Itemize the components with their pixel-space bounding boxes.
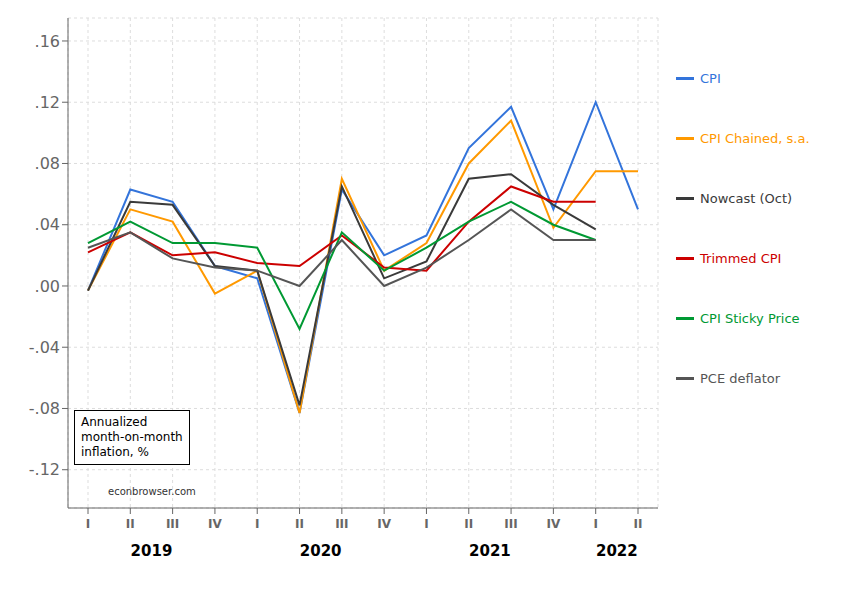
- svg-text:.00: .00: [35, 277, 60, 296]
- svg-text:II: II: [126, 517, 135, 531]
- svg-text:2020: 2020: [300, 542, 342, 560]
- svg-text:IV: IV: [377, 517, 391, 531]
- svg-text:III: III: [335, 517, 348, 531]
- svg-text:III: III: [504, 517, 517, 531]
- svg-text:II: II: [295, 517, 304, 531]
- svg-text:IV: IV: [547, 517, 561, 531]
- html-text:Annualized month-on-month infl: Annualized month-on-month inflation, %: [81, 415, 183, 459]
- svg-text:-.08: -.08: [29, 399, 60, 418]
- html-text:CPI: CPI: [700, 70, 721, 86]
- svg-text:.12: .12: [35, 93, 60, 112]
- svg-text:2021: 2021: [469, 542, 511, 560]
- svg-text:2019: 2019: [131, 542, 173, 560]
- svg-text:.04: .04: [35, 215, 60, 234]
- svg-text:-.12: -.12: [29, 460, 60, 479]
- html-text:PCE deflator: PCE deflator: [700, 370, 781, 386]
- html-text:econbrowser.com: econbrowser.com: [108, 486, 196, 497]
- svg-text:.08: .08: [35, 154, 60, 173]
- svg-text:II: II: [634, 517, 643, 531]
- svg-text:-.04: -.04: [29, 338, 60, 357]
- svg-text:.16: .16: [35, 32, 60, 51]
- svg-text:I: I: [593, 517, 597, 531]
- html-text:CPI Chained, s.a.: CPI Chained, s.a.: [700, 130, 810, 146]
- svg-text:I: I: [424, 517, 428, 531]
- html-text:Trimmed CPI: Trimmed CPI: [700, 250, 782, 266]
- svg-text:I: I: [86, 517, 90, 531]
- svg-text:2022: 2022: [596, 542, 638, 560]
- html-text:Nowcast (Oct): Nowcast (Oct): [700, 190, 793, 206]
- svg-text:III: III: [166, 517, 179, 531]
- svg-text:I: I: [255, 517, 259, 531]
- html-text:CPI Sticky Price: CPI Sticky Price: [700, 310, 800, 326]
- svg-text:IV: IV: [208, 517, 222, 531]
- svg-text:II: II: [464, 517, 473, 531]
